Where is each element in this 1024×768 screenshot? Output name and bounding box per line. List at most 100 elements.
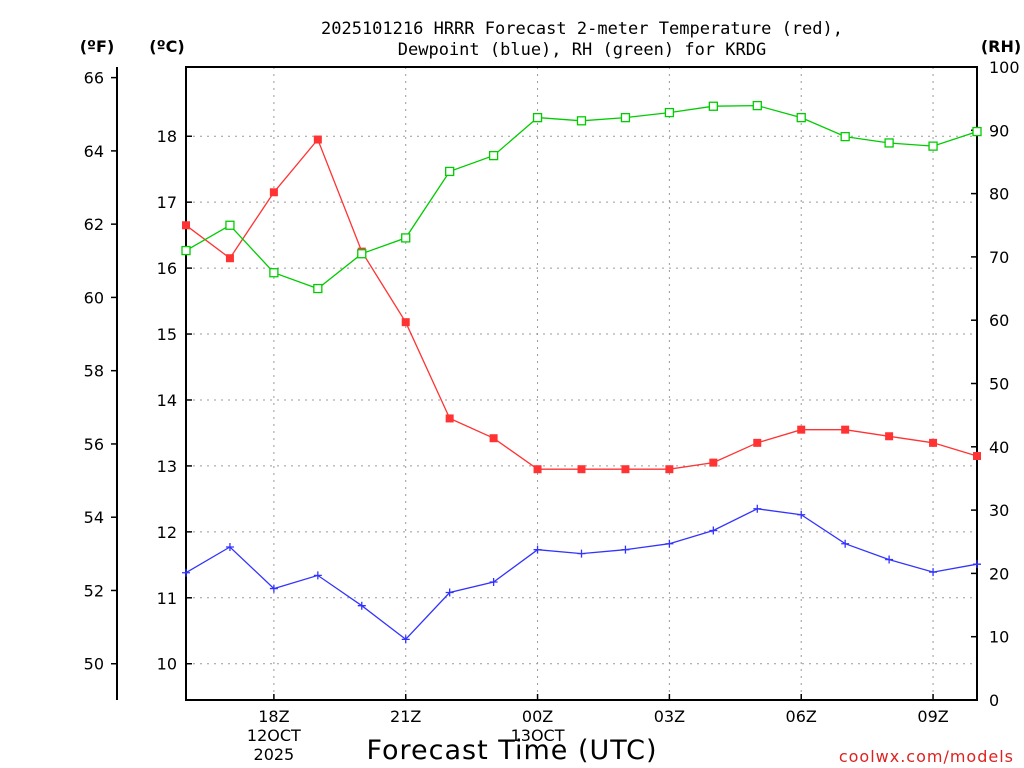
fahrenheit-unit-label: (ºF) (80, 37, 115, 56)
rh-point (488, 150, 499, 161)
rh-line (185, 104, 978, 290)
rh-point (357, 249, 367, 259)
temperature-point (841, 425, 850, 434)
rh-point (928, 141, 938, 151)
dewpoint-point (753, 504, 762, 513)
temperature-point (445, 414, 454, 423)
rh-point (401, 233, 411, 243)
fahrenheit-tick-label: 56 (84, 435, 104, 454)
celsius-tick-label: 10 (157, 655, 177, 674)
temperature-point (797, 425, 806, 434)
fahrenheit-tick-label: 52 (84, 581, 104, 600)
dewpoint-point (577, 549, 586, 558)
celsius-tick-label: 16 (157, 259, 177, 278)
temperature-line (185, 138, 978, 470)
chart-title-line1: 2025101216 HRRR Forecast 2-meter Tempera… (321, 19, 843, 39)
rh-point (708, 101, 718, 111)
rh-point (884, 138, 894, 148)
rh-tick-label: 40 (989, 438, 1009, 457)
chart-title-line2: Dewpoint (blue), RH (green) for KRDG (398, 40, 766, 60)
axes (116, 66, 978, 701)
temperature-point (929, 438, 938, 447)
temperature-point (665, 465, 674, 474)
dewpoint-point (973, 560, 981, 569)
rh-point (972, 126, 982, 137)
rh-point (225, 220, 235, 230)
dewpoint-point (929, 568, 938, 577)
rh-point (269, 268, 279, 278)
credit-label: coolwx.com/models (839, 747, 1014, 766)
dewpoint-line (185, 508, 978, 641)
gridlines (186, 67, 977, 700)
dewpoint-point (313, 571, 322, 580)
fahrenheit-tick-label: 60 (84, 288, 104, 307)
fahrenheit-tick-label: 50 (84, 655, 104, 674)
temperature-point (182, 221, 190, 230)
rh-point (445, 166, 455, 177)
temperature-point (533, 465, 542, 474)
x-tick-year-label: 2025 (254, 745, 295, 764)
dewpoint-point (841, 539, 850, 548)
celsius-tick-label: 13 (157, 457, 177, 476)
rh-point (532, 112, 543, 123)
celsius-tick-label: 17 (157, 193, 177, 212)
dewpoint-point (225, 543, 234, 552)
rh-point (796, 112, 806, 123)
rh-tick-label: 70 (989, 248, 1009, 267)
dewpoint-point (401, 635, 410, 644)
fahrenheit-tick-label: 54 (84, 508, 104, 527)
rh-point (313, 283, 323, 294)
celsius-tick-label: 14 (157, 391, 177, 410)
dewpoint-point (357, 601, 366, 610)
rh-tick-label: 90 (989, 121, 1009, 140)
rh-unit-label: (RH) (981, 37, 1021, 56)
temperature-point (401, 318, 410, 327)
x-tick-date-label: 13OCT (511, 726, 565, 745)
celsius-tick-label: 15 (157, 325, 177, 344)
temperature-point (885, 432, 894, 441)
celsius-tick-label: 11 (157, 589, 177, 608)
dewpoint-point (665, 539, 674, 548)
dewpoint-point (182, 568, 190, 577)
dewpoint-point (797, 510, 806, 519)
celsius-tick-label: 18 (157, 127, 177, 146)
rh-tick-label: 100 (989, 58, 1020, 77)
series-layer (181, 100, 982, 644)
rh-tick-label: 0 (989, 691, 999, 710)
fahrenheit-tick-label: 62 (84, 215, 104, 234)
dewpoint-point (885, 555, 894, 564)
rh-tick-label: 60 (989, 311, 1009, 330)
x-tick-label: 18Z (258, 707, 289, 726)
rh-tick-label: 20 (989, 564, 1009, 583)
rh-point (181, 245, 191, 256)
temperature-point (489, 434, 498, 443)
fahrenheit-tick-label: 58 (84, 362, 104, 381)
temperature-point (753, 438, 762, 447)
rh-tick-label: 80 (989, 185, 1009, 204)
dewpoint-point (269, 584, 278, 593)
rh-point (576, 116, 587, 126)
rh-tick-label: 10 (989, 628, 1009, 647)
fahrenheit-tick-label: 66 (84, 69, 104, 88)
temperature-point (621, 465, 630, 474)
rh-point (664, 107, 675, 118)
temperature-point (709, 458, 718, 467)
x-tick-date-label: 12OCT (247, 726, 301, 745)
x-tick-label: 00Z (522, 707, 553, 726)
dewpoint-point (709, 526, 718, 535)
rh-point (620, 112, 631, 123)
x-tick-label: 06Z (786, 707, 817, 726)
x-tick-label: 21Z (390, 707, 421, 726)
plot-frame (185, 66, 978, 701)
celsius-tick-label: 12 (157, 523, 177, 542)
x-axis-label: Forecast Time (UTC) (366, 735, 657, 766)
temperature-point (577, 465, 586, 474)
dewpoint-point (489, 577, 498, 586)
fahrenheit-tick-label: 64 (84, 142, 104, 161)
rh-tick-label: 50 (989, 375, 1009, 394)
dewpoint-point (445, 588, 454, 597)
celsius-unit-label: (ºC) (149, 37, 184, 56)
rh-tick-label: 30 (989, 501, 1009, 520)
temperature-point (269, 188, 278, 197)
